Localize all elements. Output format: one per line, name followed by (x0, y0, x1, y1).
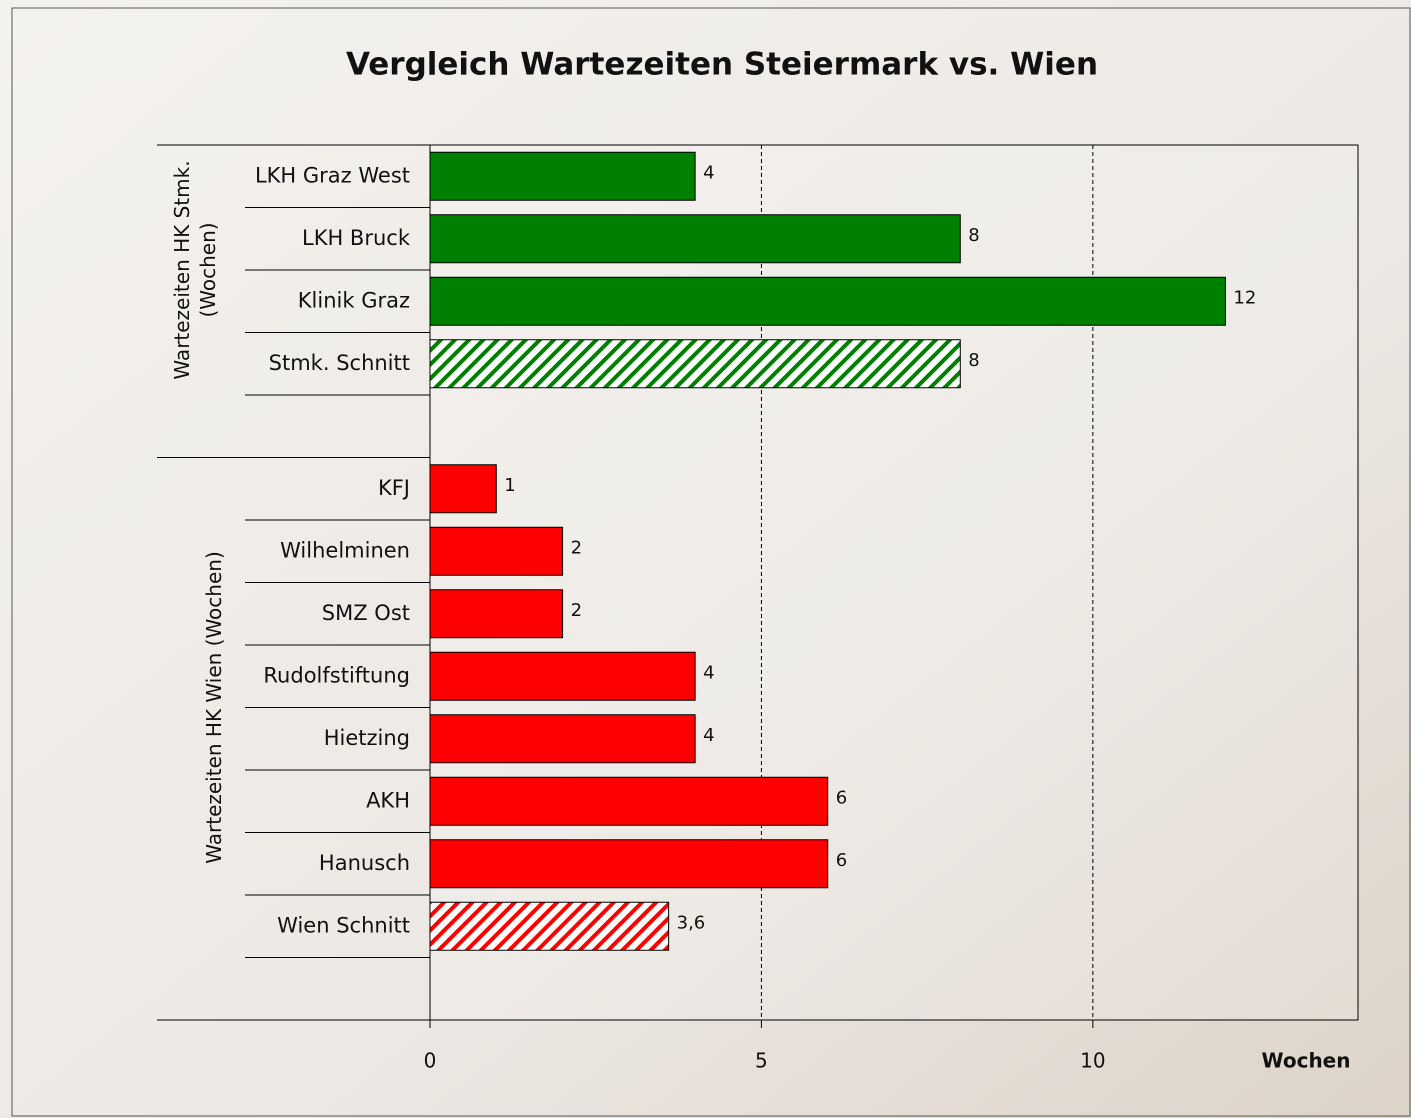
value-label: 4 (703, 162, 714, 183)
chart: Vergleich Wartezeiten Steiermark vs. Wie… (0, 0, 1411, 1118)
x-axis-label: Wochen (1262, 1049, 1351, 1073)
plot-background (430, 145, 1358, 1020)
value-label: 12 (1233, 287, 1256, 308)
x-tick-label: 0 (424, 1049, 437, 1073)
bar (430, 152, 695, 200)
group-label-line: Wartezeiten HK Wien (Wochen) (202, 551, 226, 864)
x-tick-label: 10 (1080, 1049, 1105, 1073)
category-label: Hanusch (319, 851, 410, 875)
value-label: 3,6 (677, 912, 706, 933)
bar (430, 277, 1225, 325)
bar (430, 715, 695, 763)
x-tick-label: 5 (755, 1049, 768, 1073)
value-label: 2 (571, 537, 582, 558)
bar (430, 465, 496, 513)
group-label-line: Wartezeiten HK Stmk. (170, 160, 194, 379)
bar (430, 527, 563, 575)
bar (430, 340, 960, 388)
bar (430, 215, 960, 263)
value-label: 8 (968, 225, 979, 246)
bar (430, 777, 828, 825)
category-label: Klinik Graz (298, 288, 410, 312)
value-label: 8 (968, 350, 979, 371)
category-label: Wilhelminen (280, 538, 410, 562)
category-label: Rudolfstiftung (263, 663, 410, 687)
chart-title: Vergleich Wartezeiten Steiermark vs. Wie… (346, 47, 1098, 83)
value-label: 1 (504, 475, 515, 496)
bar (430, 840, 828, 888)
value-label: 6 (836, 787, 847, 808)
category-label: LKH Graz West (255, 163, 410, 187)
value-label: 6 (836, 850, 847, 871)
category-label: KFJ (378, 476, 410, 500)
group-label: Wartezeiten HK Wien (Wochen) (202, 551, 226, 864)
category-label: AKH (366, 788, 410, 812)
category-label: Wien Schnitt (277, 913, 410, 937)
bar (430, 902, 669, 950)
group-label-line: (Wochen) (196, 222, 220, 317)
value-label: 2 (571, 600, 582, 621)
value-label: 4 (703, 662, 714, 683)
category-label: SMZ Ost (322, 601, 410, 625)
category-label: LKH Bruck (302, 226, 411, 250)
bar (430, 590, 563, 638)
category-label: Stmk. Schnitt (269, 351, 410, 375)
category-label: Hietzing (324, 726, 410, 750)
value-label: 4 (703, 725, 714, 746)
bar (430, 652, 695, 700)
